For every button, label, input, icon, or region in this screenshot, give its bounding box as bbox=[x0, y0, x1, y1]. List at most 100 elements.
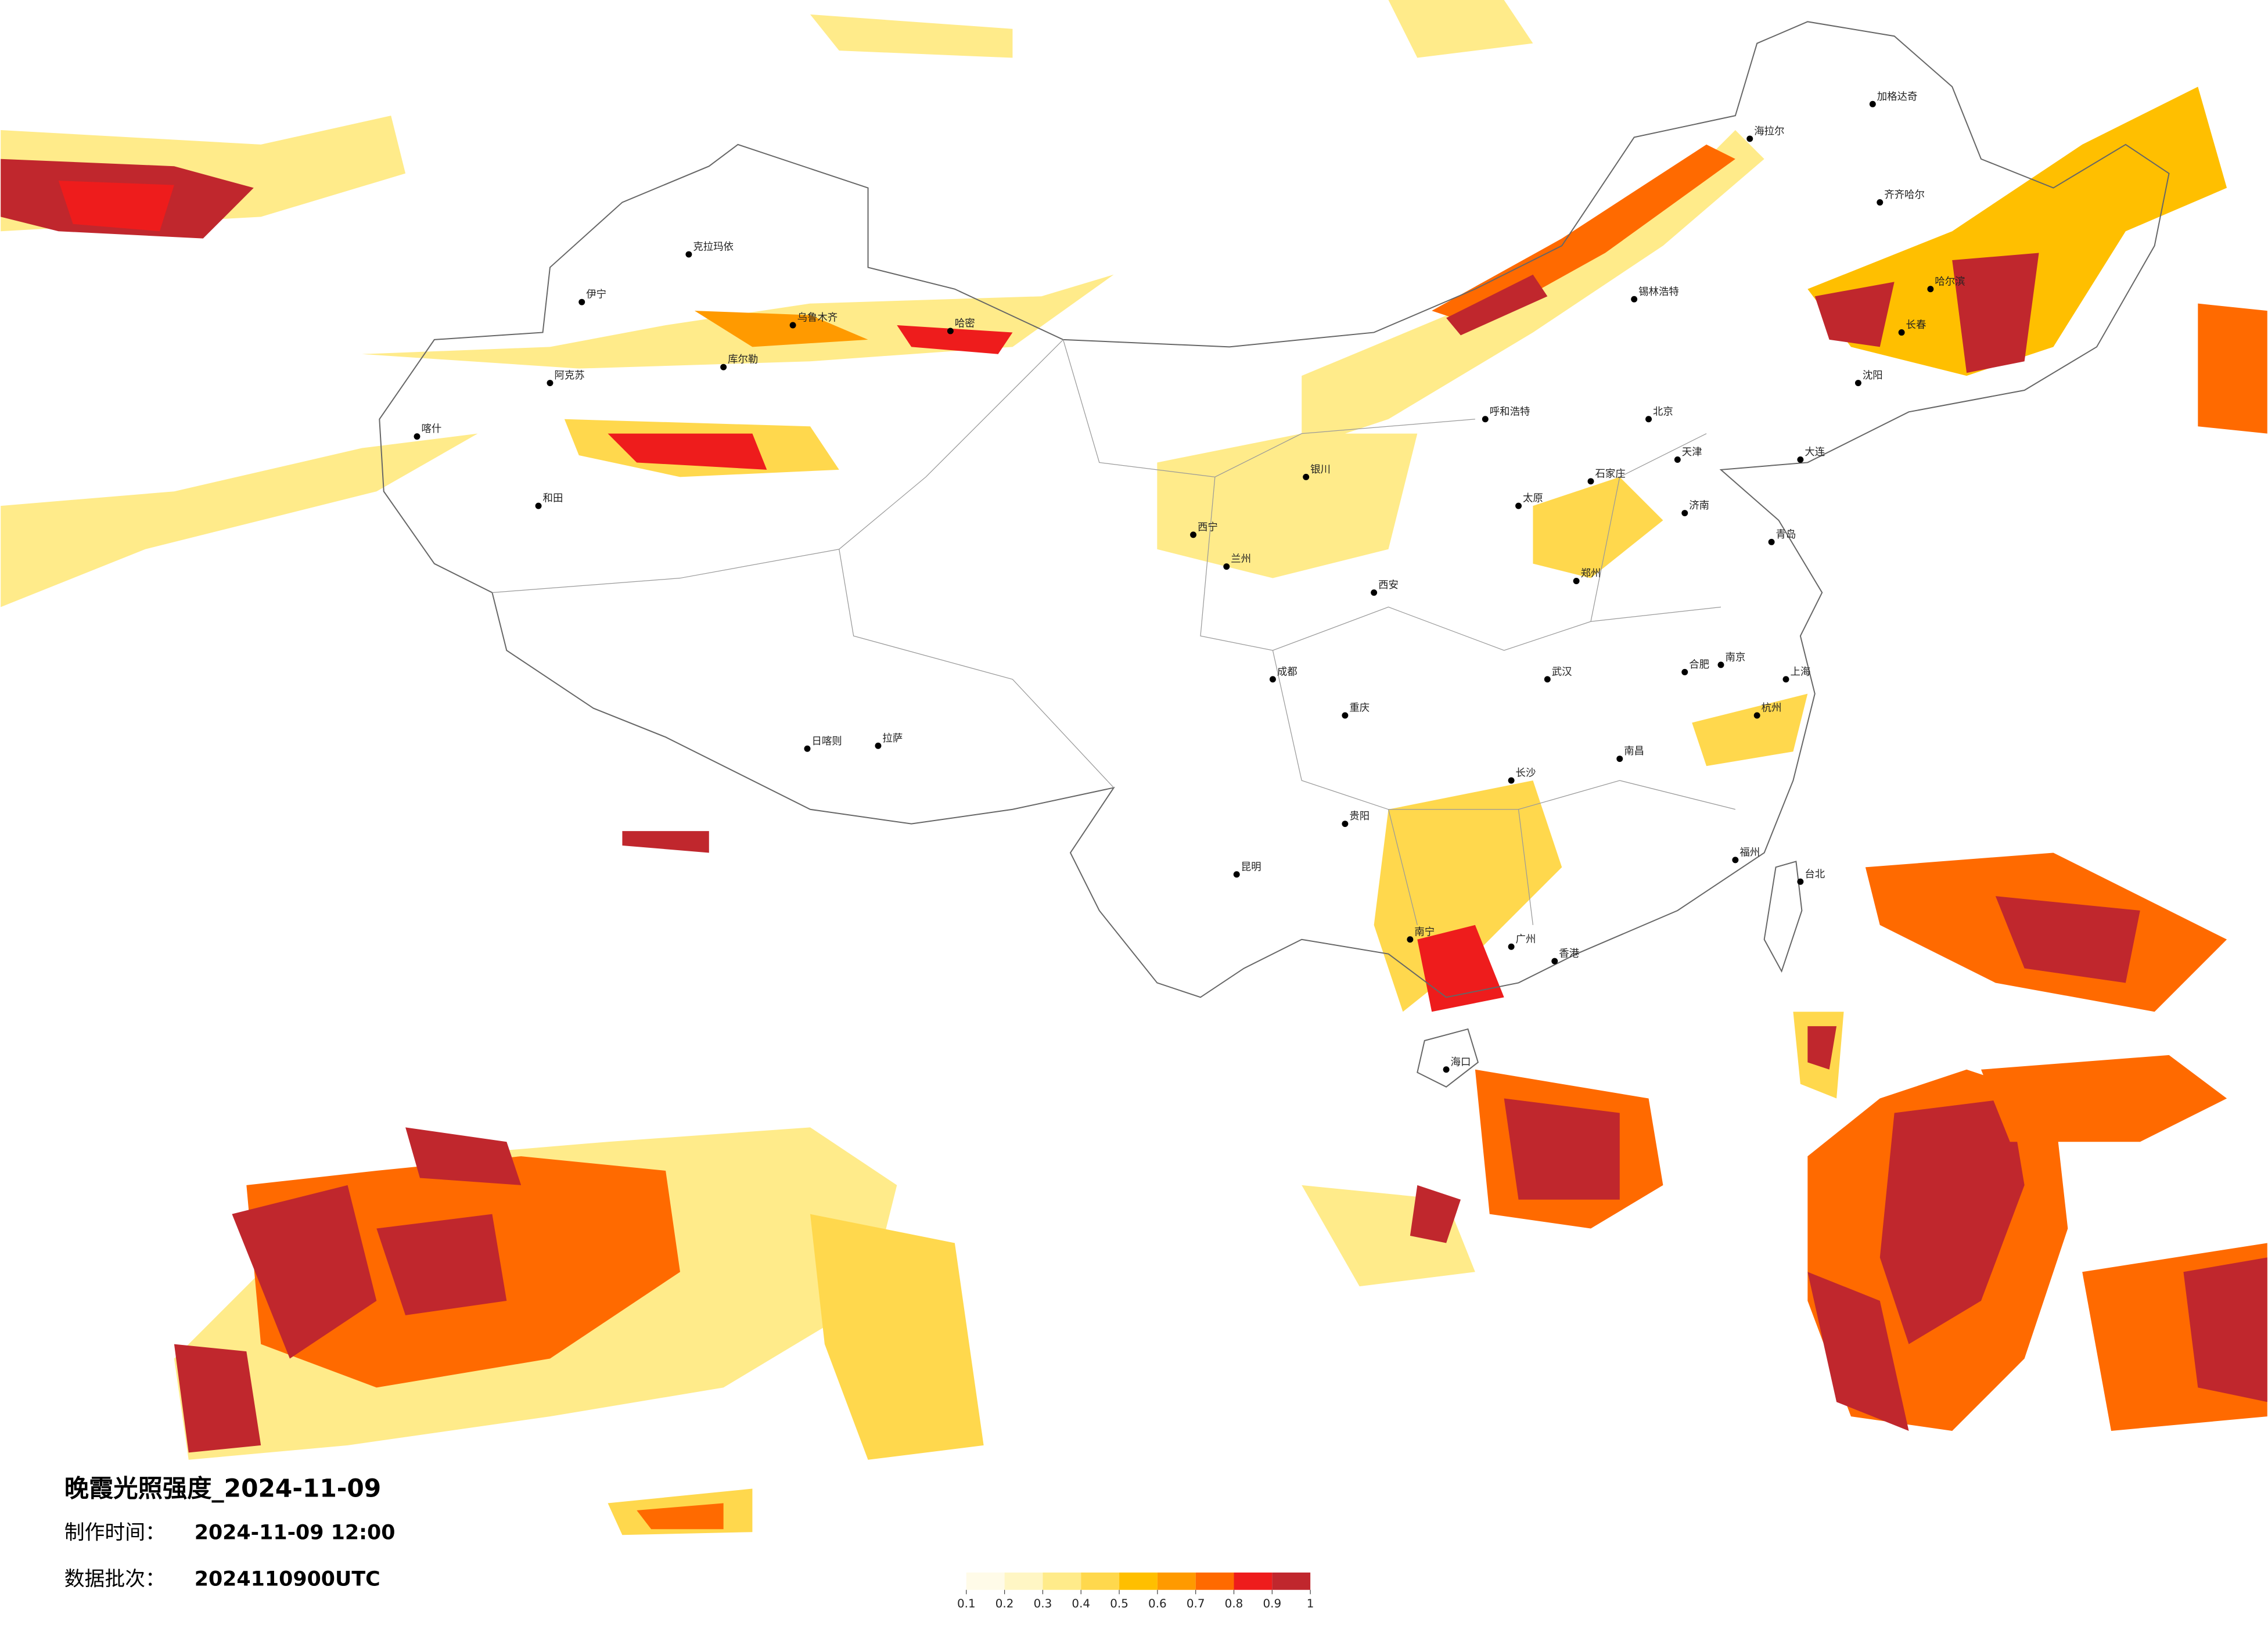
colorbar-cell bbox=[1004, 1572, 1043, 1590]
intensity-patch bbox=[1, 433, 478, 607]
intensity-patch bbox=[1157, 433, 1418, 578]
intensity-patch bbox=[1814, 282, 1895, 347]
intensity-patch bbox=[1807, 1272, 1909, 1431]
city-marker bbox=[1342, 712, 1349, 719]
city-label: 乌鲁木齐 bbox=[797, 312, 838, 324]
production-time-value: 2024-11-09 12:00 bbox=[195, 1521, 396, 1545]
intensity-patch bbox=[376, 1214, 507, 1315]
city-marker bbox=[685, 251, 692, 258]
city-marker bbox=[1797, 456, 1804, 463]
city-label: 北京 bbox=[1653, 406, 1673, 418]
colorbar-cell bbox=[1119, 1572, 1158, 1590]
city-marker bbox=[547, 380, 553, 387]
city-label: 海拉尔 bbox=[1754, 125, 1784, 137]
intensity-patch bbox=[2183, 1257, 2267, 1402]
city-marker bbox=[1927, 286, 1934, 293]
production-time-label: 制作时间： bbox=[64, 1521, 166, 1545]
city-marker bbox=[1269, 676, 1276, 683]
colorbar-tick-label: 1 bbox=[1307, 1597, 1314, 1610]
city-label: 台北 bbox=[1805, 869, 1825, 880]
city-marker bbox=[1898, 329, 1905, 336]
intensity-patch bbox=[232, 1185, 377, 1359]
intensity-patch bbox=[1388, 0, 1533, 58]
city-marker bbox=[1674, 456, 1681, 463]
intensity-patch bbox=[1807, 87, 2227, 376]
city-label: 南京 bbox=[1725, 652, 1745, 663]
intensity-patch bbox=[608, 433, 767, 470]
city-label: 石家庄 bbox=[1595, 468, 1625, 480]
colorbar-cell bbox=[966, 1572, 1005, 1590]
colorbar-cell bbox=[1157, 1572, 1196, 1590]
intensity-patch bbox=[622, 831, 709, 853]
city-marker bbox=[414, 433, 420, 440]
city-label: 郑州 bbox=[1581, 568, 1601, 580]
city-marker bbox=[1573, 578, 1580, 585]
city-marker bbox=[1342, 821, 1349, 828]
colorbar-cell bbox=[1234, 1572, 1273, 1590]
intensity-patch bbox=[1981, 1055, 2227, 1142]
city-label: 昆明 bbox=[1241, 861, 1261, 873]
city-marker bbox=[1508, 943, 1515, 950]
city-label: 长春 bbox=[1906, 319, 1926, 331]
colorbar-tick-label: 0.3 bbox=[1034, 1597, 1052, 1610]
city-label: 沈阳 bbox=[1863, 370, 1883, 382]
intensity-patch bbox=[1446, 274, 1548, 336]
colorbar: 0.1 0.2 0.3 0.4 0.5 0.6 0.7 0.8 0.9 1 bbox=[957, 1572, 1314, 1610]
colorbar-tick-label: 0.4 bbox=[1072, 1597, 1090, 1610]
intensity-patch bbox=[1410, 1185, 1461, 1243]
city-marker bbox=[1616, 756, 1623, 762]
city-marker bbox=[720, 364, 727, 370]
city-marker bbox=[1233, 871, 1240, 878]
colorbar-cell bbox=[1272, 1572, 1311, 1590]
city-label: 西宁 bbox=[1198, 521, 1218, 533]
city-marker bbox=[1681, 668, 1688, 675]
city-label: 拉萨 bbox=[882, 733, 903, 744]
province-border bbox=[492, 339, 1736, 926]
city-marker bbox=[804, 745, 811, 752]
city-label: 加格达奇 bbox=[1877, 91, 1918, 103]
intensity-patch bbox=[1692, 693, 1808, 767]
colorbar-tick-label: 0.5 bbox=[1110, 1597, 1128, 1610]
city-label: 锡林浩特 bbox=[1638, 286, 1679, 298]
colorbar-cell bbox=[1195, 1572, 1234, 1590]
country-border bbox=[379, 21, 2170, 1088]
city-marker bbox=[875, 742, 882, 749]
city-label: 上海 bbox=[1790, 666, 1810, 678]
intensity-patch bbox=[1504, 1098, 1620, 1200]
intensity-patch bbox=[2198, 303, 2267, 434]
city-label: 喀什 bbox=[421, 423, 441, 435]
colorbar-tick-label: 0.8 bbox=[1225, 1597, 1243, 1610]
colorbar-cell bbox=[1043, 1572, 1081, 1590]
intensity-patch bbox=[1995, 896, 2140, 983]
city-label: 克拉玛依 bbox=[693, 242, 734, 253]
intensity-patch bbox=[897, 325, 1013, 354]
city-marker bbox=[1854, 380, 1861, 387]
intensity-patch bbox=[1807, 1026, 1837, 1070]
city-label: 日喀则 bbox=[811, 736, 842, 747]
city-marker bbox=[1753, 712, 1760, 719]
city-marker bbox=[1631, 296, 1638, 303]
city-label: 库尔勒 bbox=[728, 354, 758, 366]
city-marker bbox=[1732, 857, 1739, 864]
city-marker bbox=[1717, 661, 1724, 668]
colorbar-tick-label: 0.2 bbox=[995, 1597, 1014, 1610]
city-marker bbox=[789, 322, 796, 329]
city-label: 哈尔滨 bbox=[1935, 276, 1965, 287]
data-batch-label: 数据批次： bbox=[64, 1567, 166, 1591]
city-label: 南宁 bbox=[1414, 926, 1435, 938]
intensity-patch bbox=[810, 1214, 984, 1460]
city-marker bbox=[1768, 538, 1775, 545]
colorbar-tick-label: 0.6 bbox=[1148, 1597, 1167, 1610]
city-marker bbox=[1303, 473, 1310, 480]
intensity-patch bbox=[810, 14, 1013, 58]
city-label: 银川 bbox=[1310, 464, 1331, 476]
city-label: 福州 bbox=[1739, 847, 1760, 858]
city-label: 南昌 bbox=[1624, 746, 1644, 757]
city-label: 伊宁 bbox=[586, 289, 606, 301]
city-label: 武汉 bbox=[1552, 666, 1572, 678]
city-marker bbox=[1877, 199, 1884, 206]
city-label: 天津 bbox=[1682, 447, 1702, 458]
